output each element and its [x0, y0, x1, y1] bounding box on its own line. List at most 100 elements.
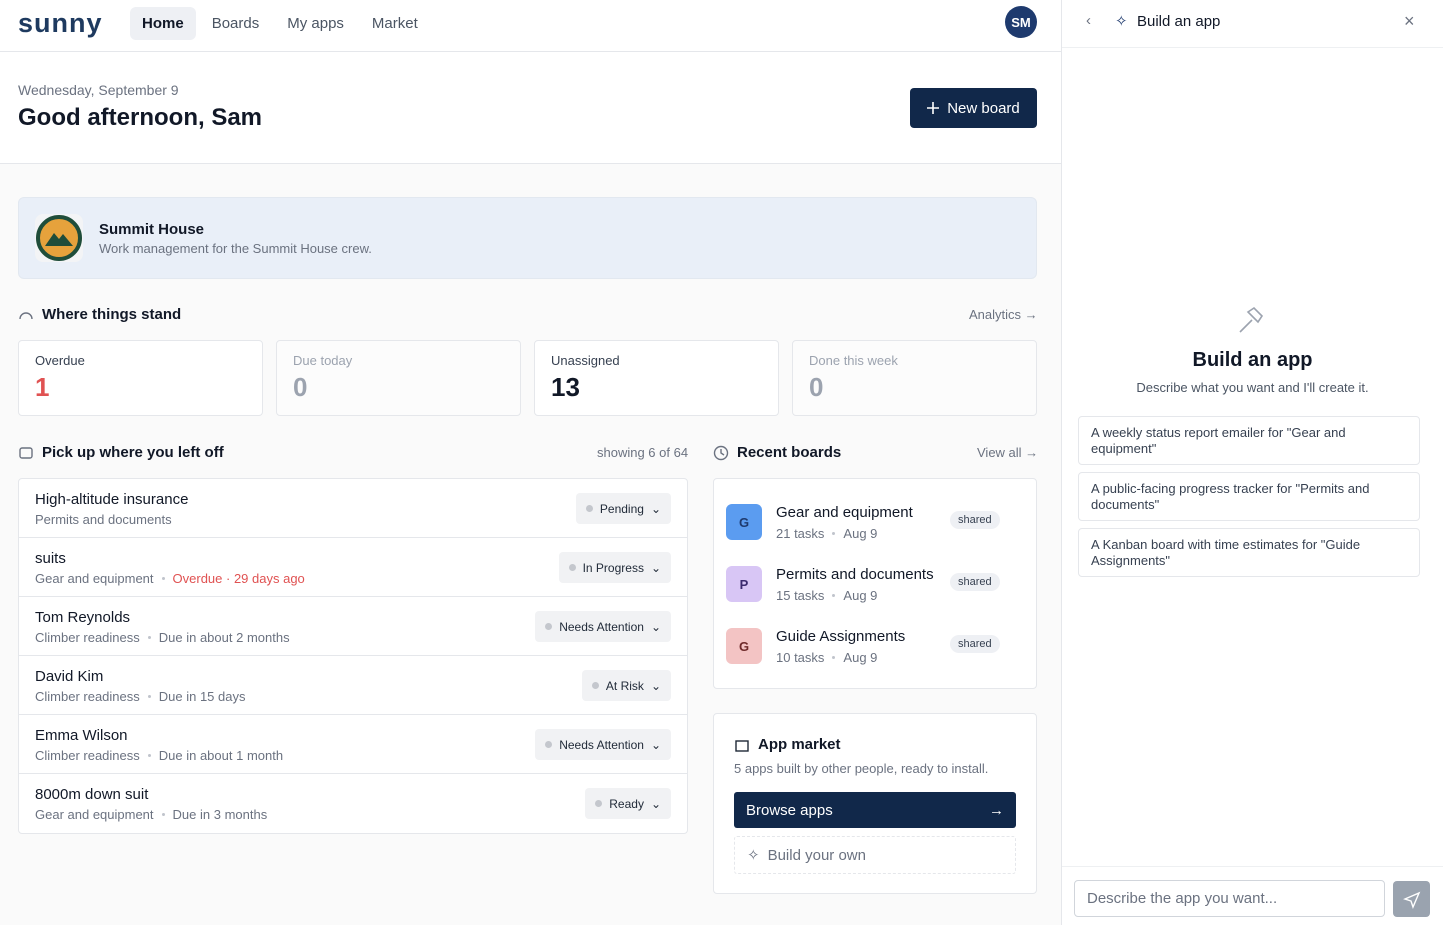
board-tag: shared	[950, 635, 1000, 653]
task-count: showing 6 of 64	[597, 445, 689, 460]
separator	[147, 695, 151, 698]
stat-label: Overdue	[35, 353, 85, 368]
status-dropdown[interactable]: In Progress ⌄	[558, 552, 671, 583]
suggestion[interactable]: A public-facing progress tracker for "Pe…	[1078, 472, 1420, 521]
build-own-button[interactable]: ✧ Build your own	[734, 836, 1016, 874]
suggestion[interactable]: A weekly status report emailer for "Gear…	[1078, 416, 1420, 465]
nav: Home Boards My apps Market	[130, 7, 430, 40]
prompt-input[interactable]: Describe the app you want...	[1074, 880, 1385, 917]
panel-footer: Describe the app you want...	[1062, 866, 1443, 925]
title-text: Where things stand	[42, 306, 182, 323]
stat-value: 0	[293, 372, 308, 402]
task-board: Climber readiness	[35, 748, 140, 763]
chevron: ⌄	[650, 796, 661, 811]
stat-card[interactable]: Overdue 1	[18, 340, 263, 416]
status-label: Needs Attention	[559, 619, 644, 634]
section-title: Where things stand	[18, 306, 181, 323]
nav-item[interactable]: Market	[371, 15, 418, 32]
back-button[interactable]: ‹	[1086, 12, 1091, 29]
hammer-icon	[1239, 306, 1264, 333]
status-label: Needs Attention	[559, 737, 644, 752]
gauge-icon	[19, 311, 33, 319]
board-name: Guide Assignments	[776, 628, 906, 645]
title-text: App market	[758, 736, 841, 753]
stat-value: 0	[809, 372, 824, 402]
suggestion[interactable]: A Kanban board with time estimates for "…	[1078, 528, 1420, 577]
board-tasks: 21 tasks	[776, 526, 825, 541]
logo[interactable]: sunny	[18, 8, 103, 38]
task-row[interactable]: 8000m down suit Gear and equipment Due in …	[19, 774, 687, 833]
plus-icon	[927, 102, 940, 114]
board-tasks: 10 tasks	[776, 650, 825, 665]
task-board: Permits and documents	[35, 512, 172, 527]
board-date: Aug 9	[843, 650, 878, 665]
board-tag: shared	[950, 511, 1000, 529]
task-title: David Kim	[35, 668, 104, 685]
task-row[interactable]: Tom Reynolds Climber readiness Due in abou…	[19, 597, 687, 656]
stats: Overdue 1 Due today 0 Unassigned 13 Done this …	[18, 340, 1037, 416]
send-button[interactable]	[1393, 881, 1430, 917]
status-dropdown[interactable]: Needs Attention ⌄	[535, 611, 671, 642]
button-label: New board	[947, 99, 1020, 117]
nav-item[interactable]: Home	[130, 7, 196, 40]
view-all-link[interactable]: View all →	[977, 445, 1039, 460]
task-due: Overdue · 29 days ago	[172, 571, 305, 586]
status-dropdown[interactable]: At Risk ⌄	[581, 670, 671, 701]
status-dropdown[interactable]: Pending ⌄	[575, 493, 671, 524]
button-label: Browse apps	[746, 801, 833, 819]
board-row[interactable]: G Guide Assignments 10 tasks Aug 9 shared	[726, 615, 1024, 677]
task-meta: Climber readiness Due in about 2 months	[35, 630, 671, 645]
separator	[832, 594, 836, 597]
board-initial: P	[726, 566, 762, 602]
analytics-link[interactable]: Analytics →	[969, 307, 1038, 322]
chevron: ⌄	[650, 619, 661, 634]
stat-label: Unassigned	[551, 353, 620, 368]
task-row[interactable]: suits Gear and equipment Overdue · 29 days…	[19, 538, 687, 597]
board-row[interactable]: G Gear and equipment 21 tasks Aug 9 shared	[726, 491, 1024, 553]
task-board: Climber readiness	[35, 630, 140, 645]
workspace-card: Summit House Work management for the Sum…	[18, 197, 1037, 279]
inbox-icon	[19, 446, 33, 459]
stat-card[interactable]: Due today 0	[276, 340, 521, 416]
board-tag: shared	[950, 573, 1000, 591]
chevron: ⌄	[650, 560, 661, 575]
board-initial: G	[726, 628, 762, 664]
sparkle: ✧	[747, 847, 760, 864]
board-meta: 21 tasks Aug 9	[776, 526, 877, 541]
section-title: Recent boards	[713, 444, 841, 461]
nav-item[interactable]: Boards	[211, 15, 260, 32]
browse-button[interactable]: Browse apps →	[734, 792, 1016, 828]
nav-item[interactable]: My apps	[287, 15, 344, 32]
task-board: Gear and equipment	[35, 571, 154, 586]
task-row[interactable]: Emma Wilson Climber readiness Due in about…	[19, 715, 687, 774]
separator	[161, 577, 165, 580]
new-board-button[interactable]: New board	[910, 88, 1037, 128]
link-text: View all	[977, 445, 1022, 460]
task-due: Due in 3 months	[172, 807, 268, 822]
board-name: Gear and equipment	[776, 504, 913, 521]
stat-card[interactable]: Done this week 0	[792, 340, 1037, 416]
task-row[interactable]: High-altitude insurance Permits and docum…	[19, 479, 687, 538]
panel-subheading: Describe what you want and I'll create i…	[1136, 380, 1369, 395]
stat-label: Due today	[293, 353, 353, 368]
greeting: Good afternoon, Sam	[18, 104, 263, 131]
title-text: Recent boards	[737, 444, 842, 461]
avatar[interactable]: SM	[1005, 6, 1037, 38]
status-dropdown[interactable]: Ready ⌄	[585, 788, 671, 819]
stat-label: Done this week	[809, 353, 898, 368]
close-button[interactable]: ×	[1404, 11, 1415, 31]
section-title: Pick up where you left off	[18, 444, 224, 461]
separator	[147, 636, 151, 639]
stat-card[interactable]: Unassigned 13	[534, 340, 779, 416]
recent-boards: G Gear and equipment 21 tasks Aug 9 shared P P…	[713, 478, 1037, 689]
suggestions: A weekly status report emailer for "Gear…	[1078, 416, 1420, 584]
task-meta: Permits and documents	[35, 512, 671, 527]
task-row[interactable]: David Kim Climber readiness Due in 15 days…	[19, 656, 687, 715]
clock-icon	[713, 445, 729, 460]
task-due: Due in about 1 month	[158, 748, 284, 763]
task-due: Due in about 2 months	[158, 630, 290, 645]
task-due: Due in 15 days	[158, 689, 246, 704]
status-dropdown[interactable]: Needs Attention ⌄	[535, 729, 671, 760]
board-row[interactable]: P Permits and documents 15 tasks Aug 9 share…	[726, 553, 1024, 615]
button-label: Build your own	[767, 846, 866, 864]
